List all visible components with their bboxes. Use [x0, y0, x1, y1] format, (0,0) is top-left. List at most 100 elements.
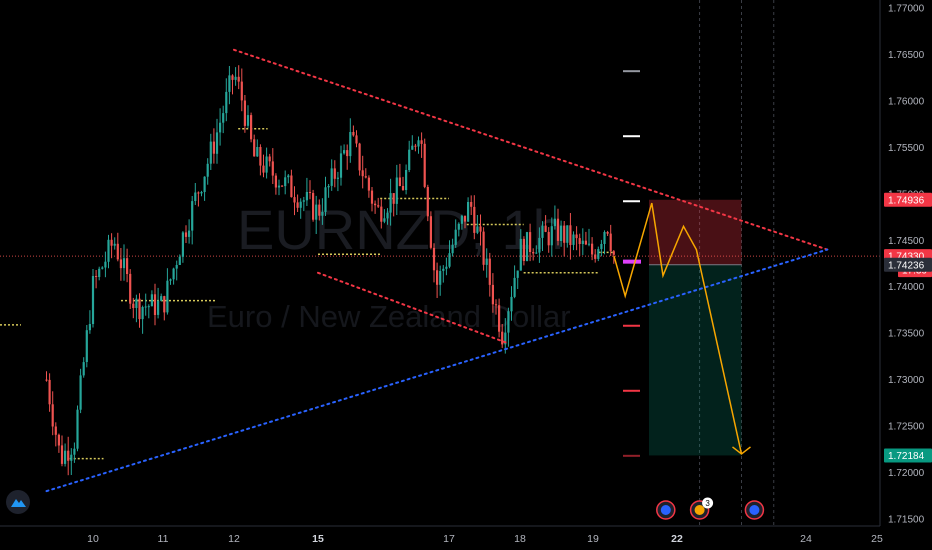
candle-body — [566, 225, 569, 243]
candle-body — [386, 212, 389, 219]
event-markers[interactable]: 3 — [656, 497, 765, 520]
candle-body — [550, 226, 553, 246]
candle-body — [563, 225, 566, 243]
candle-body — [95, 276, 98, 277]
candle-body — [287, 175, 290, 178]
stop-loss-zone[interactable] — [649, 199, 742, 265]
price-tick-label: 1.73500 — [888, 329, 925, 340]
candle-body — [529, 232, 532, 252]
pivot-levels — [0, 128, 614, 460]
candle-body — [516, 270, 519, 278]
short-position-tool[interactable] — [0, 199, 880, 456]
candle-body — [494, 304, 498, 306]
candle-body — [485, 258, 488, 265]
economic-event-marker[interactable] — [744, 500, 765, 520]
candle-body — [491, 284, 494, 305]
candle-body — [215, 132, 219, 154]
candle-body — [119, 259, 122, 269]
candle-body — [181, 232, 184, 257]
time-tick-label: 12 — [228, 533, 240, 545]
level-marker — [623, 259, 641, 264]
trendline-rising-support[interactable] — [45, 248, 829, 493]
candle-body — [48, 379, 51, 405]
time-tick-label: 15 — [312, 533, 324, 545]
candle-body — [256, 147, 259, 157]
candle-body — [237, 76, 240, 82]
candle-body — [296, 202, 299, 208]
projection-zigzag[interactable] — [613, 202, 743, 455]
candle-body — [243, 100, 246, 126]
candle-body — [405, 170, 408, 190]
candle-body — [104, 261, 107, 268]
candle-body — [364, 176, 367, 178]
economic-event-marker[interactable] — [656, 500, 676, 520]
candle-body — [423, 143, 426, 187]
candle-body — [587, 243, 591, 245]
price-tick-label: 1.76000 — [888, 96, 925, 107]
candle-body — [398, 177, 401, 186]
candle-body — [346, 150, 349, 157]
trendline-upper-resistance[interactable] — [233, 48, 829, 251]
candle-body — [321, 211, 324, 216]
take-profit-zone[interactable] — [649, 264, 742, 456]
price-tag-label-current: 1.74330 — [888, 252, 925, 263]
candle-body — [383, 218, 386, 222]
candle-body — [302, 200, 305, 202]
price-tag-upper — [884, 192, 932, 207]
candle-body — [76, 409, 79, 449]
candle-body — [392, 193, 395, 204]
time-tick-label: 24 — [800, 533, 812, 545]
candle-body — [212, 141, 215, 154]
candle-body — [463, 215, 467, 222]
candle-body — [420, 140, 423, 144]
candle-body — [541, 225, 544, 238]
candle-body — [122, 258, 126, 269]
candle-body — [234, 76, 237, 80]
candle-body — [246, 115, 250, 126]
candle-body — [67, 450, 70, 461]
candle-body — [408, 149, 411, 170]
price-tick-label: 1.76500 — [888, 50, 925, 61]
candle-body — [609, 233, 612, 252]
candle-body — [426, 187, 429, 217]
candle-body — [219, 122, 222, 133]
candle-body — [597, 249, 600, 259]
candle-body — [501, 331, 504, 345]
candle-body — [569, 225, 572, 245]
candle-body — [395, 177, 398, 204]
candle-body — [253, 139, 256, 157]
candle-body — [209, 141, 212, 164]
trendlines[interactable] — [45, 48, 829, 493]
candle-body — [436, 270, 439, 285]
candle-body — [188, 230, 191, 237]
candle-body — [107, 239, 110, 262]
candle-body — [327, 186, 330, 188]
price-tick-label: 1.72000 — [888, 468, 925, 479]
candle-body — [442, 268, 445, 271]
candle-body — [141, 307, 144, 320]
candle-body — [339, 153, 343, 178]
candle-body — [85, 330, 88, 362]
candle-body — [600, 244, 603, 250]
candle-body — [367, 177, 370, 191]
time-tick-label: 10 — [87, 533, 99, 545]
level-marker — [623, 454, 640, 457]
candle-body — [274, 175, 277, 188]
projection-path[interactable] — [613, 202, 751, 455]
candle-body — [525, 232, 529, 261]
price-tick-label: 1.71500 — [888, 515, 925, 526]
candle-body — [271, 161, 274, 176]
candle-body — [510, 296, 513, 312]
candle-body — [544, 225, 547, 232]
candle-body — [377, 205, 380, 207]
candle-body — [169, 279, 172, 281]
time-tick-label: 11 — [158, 533, 169, 545]
economic-event-marker[interactable]: 3 — [689, 497, 714, 520]
time-axis[interactable]: 10 11 12 15 17 18 19 22 24 25 — [87, 533, 883, 545]
candle-body — [343, 150, 346, 154]
tradingview-logo[interactable] — [6, 490, 30, 514]
candle-body — [135, 298, 138, 308]
candle-body — [389, 193, 392, 213]
